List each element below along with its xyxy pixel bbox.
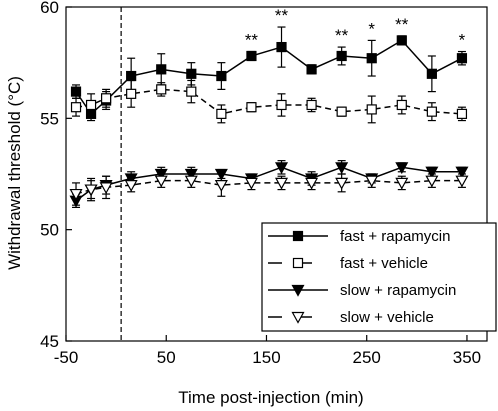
data-point	[246, 50, 257, 62]
series-layer	[69, 26, 469, 208]
data-point	[396, 99, 407, 111]
data-point	[456, 108, 468, 119]
legend-label: fast + rapamycin	[340, 228, 450, 245]
data-point	[426, 106, 437, 117]
x-tick-label: 350	[453, 348, 481, 367]
data-point	[84, 184, 98, 197]
data-point	[70, 102, 82, 113]
plot-frame	[65, 6, 488, 342]
legend-marker	[291, 311, 305, 324]
y-tick-label: 45	[40, 332, 59, 351]
legend-label: fast + vehicle	[340, 255, 428, 272]
x-tick-label: -50	[54, 348, 79, 367]
x-axis-title: Time post-injection (min)	[178, 388, 363, 407]
data-point	[366, 53, 377, 64]
data-point	[274, 162, 289, 175]
legend-label: slow + rapamycin	[340, 282, 456, 299]
data-point	[126, 70, 137, 82]
data-point	[336, 50, 347, 62]
data-point	[69, 188, 83, 201]
data-point	[216, 70, 227, 82]
data-point	[99, 182, 113, 195]
data-point	[335, 177, 349, 190]
data-point	[305, 177, 319, 190]
data-point	[246, 102, 257, 113]
x-tick-label: 250	[353, 348, 381, 367]
legend: fast + rapamycin fast + vehicle slow + rap…	[261, 222, 497, 332]
y-tick-label: 60	[40, 0, 59, 17]
significance-label: *	[459, 31, 466, 50]
data-point	[335, 162, 349, 175]
data-point	[126, 88, 137, 99]
data-point	[276, 41, 287, 53]
significance-label: *	[368, 19, 375, 38]
data-point	[100, 93, 112, 104]
legend-marker	[291, 284, 305, 297]
data-point	[274, 177, 289, 190]
data-point	[306, 99, 317, 111]
data-point	[70, 86, 82, 97]
data-point	[276, 99, 287, 111]
legend-marker	[292, 257, 304, 269]
data-point	[456, 53, 468, 64]
x-tick-label: 50	[157, 348, 176, 367]
significance-label: **	[335, 26, 349, 45]
data-point	[244, 177, 258, 190]
data-point	[365, 175, 379, 188]
data-point	[425, 175, 439, 188]
data-point	[455, 166, 469, 179]
series-0	[70, 26, 468, 122]
significance-label: **	[245, 31, 259, 50]
legend-label: slow + vehicle	[340, 309, 434, 326]
series-3	[69, 173, 469, 206]
data-point	[156, 84, 167, 95]
data-point	[395, 177, 409, 190]
plot-area: 45 50 55 60 -50 50 150 250 350	[40, 0, 488, 367]
data-point	[154, 175, 168, 188]
data-point	[186, 86, 197, 97]
data-point	[455, 175, 469, 188]
data-point	[184, 175, 198, 188]
data-point	[395, 162, 409, 175]
data-point	[366, 104, 377, 115]
significance-label: **	[275, 6, 289, 25]
y-axis-title: Withdrawal threshold (°C)	[5, 76, 24, 270]
data-point	[186, 68, 197, 79]
data-point	[85, 99, 97, 111]
significance-label: **	[395, 15, 409, 34]
data-point	[306, 64, 317, 75]
data-point	[156, 64, 167, 75]
series-1	[70, 79, 468, 124]
data-point	[425, 166, 439, 179]
data-point	[216, 108, 227, 119]
data-point	[396, 35, 407, 46]
legend-marker	[292, 230, 304, 242]
y-tick-label: 50	[40, 221, 59, 240]
y-tick-label: 55	[40, 109, 59, 128]
data-point	[336, 106, 347, 117]
x-tick-label: 150	[252, 348, 280, 367]
data-point	[426, 68, 437, 79]
data-point	[214, 180, 228, 192]
data-point	[124, 180, 138, 192]
significance-annotations: ****** * ***	[245, 6, 466, 49]
